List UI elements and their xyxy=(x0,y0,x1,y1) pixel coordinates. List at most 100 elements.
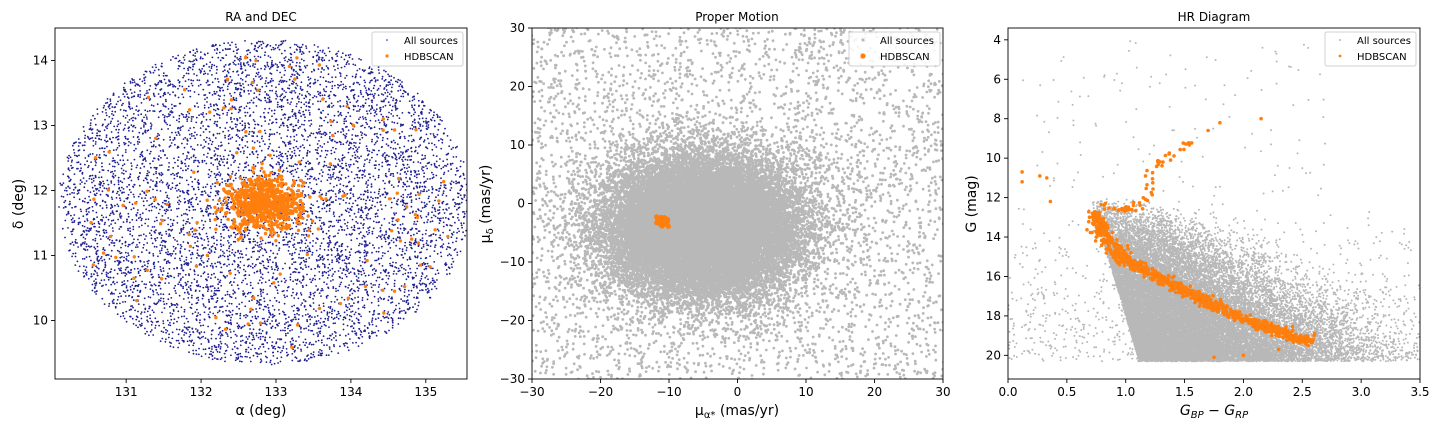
all-sources-point xyxy=(328,316,330,318)
all-sources-point xyxy=(87,167,89,169)
all-sources-point xyxy=(340,255,342,257)
all-sources-point xyxy=(205,306,207,308)
all-sources-point xyxy=(216,91,218,93)
all-sources-point xyxy=(453,182,455,184)
all-sources-point xyxy=(455,174,457,176)
all-sources-point xyxy=(212,267,214,269)
all-sources-point xyxy=(113,93,115,95)
all-sources-point xyxy=(400,317,402,319)
all-sources-point xyxy=(300,163,302,165)
all-sources-point xyxy=(310,292,312,294)
all-sources-point xyxy=(214,173,216,175)
all-sources-point xyxy=(215,195,217,197)
all-sources-point xyxy=(257,295,259,297)
all-sources-point xyxy=(68,167,70,169)
all-sources-point xyxy=(169,268,171,270)
all-sources-point xyxy=(282,42,284,44)
all-sources-point xyxy=(318,140,320,142)
all-sources-point xyxy=(192,54,194,56)
all-sources-point xyxy=(251,299,253,301)
all-sources-point xyxy=(293,126,295,128)
all-sources-point xyxy=(313,334,315,336)
all-sources-point xyxy=(269,323,271,325)
all-sources-point xyxy=(325,150,327,152)
all-sources-point xyxy=(289,103,291,105)
all-sources-point xyxy=(176,306,178,308)
all-sources-point xyxy=(291,54,293,56)
all-sources-point xyxy=(253,238,255,240)
all-sources-point xyxy=(219,306,221,308)
all-sources-point xyxy=(150,179,152,181)
all-sources-point xyxy=(170,83,172,85)
all-sources-point xyxy=(114,261,116,263)
all-sources-point xyxy=(318,109,320,111)
all-sources-point xyxy=(234,269,236,271)
all-sources-point xyxy=(299,126,301,128)
all-sources-point xyxy=(321,175,323,177)
all-sources-point xyxy=(344,59,346,61)
all-sources-point xyxy=(159,252,161,254)
all-sources-point xyxy=(110,180,112,182)
all-sources-point xyxy=(249,332,251,334)
all-sources-point xyxy=(183,261,185,263)
all-sources-point xyxy=(238,167,240,169)
all-sources-point xyxy=(222,255,224,257)
all-sources-point xyxy=(431,240,433,242)
all-sources-point xyxy=(350,164,352,166)
all-sources-point xyxy=(387,95,389,97)
all-sources-point xyxy=(337,253,339,255)
all-sources-point xyxy=(389,242,391,244)
all-sources-point xyxy=(326,283,328,285)
all-sources-point xyxy=(424,139,426,141)
all-sources-point xyxy=(357,319,359,321)
all-sources-point xyxy=(390,174,392,176)
all-sources-point xyxy=(132,226,134,228)
all-sources-point xyxy=(418,146,420,148)
all-sources-point xyxy=(236,100,238,102)
all-sources-point xyxy=(271,62,273,64)
all-sources-point xyxy=(380,109,382,111)
all-sources-point xyxy=(118,262,120,264)
all-sources-point xyxy=(131,305,133,307)
all-sources-point xyxy=(182,224,184,226)
all-sources-point xyxy=(113,149,115,151)
all-sources-point xyxy=(292,244,294,246)
all-sources-point xyxy=(96,193,98,195)
all-sources-point xyxy=(234,160,236,162)
all-sources-point xyxy=(448,170,450,172)
all-sources-point xyxy=(88,155,90,157)
all-sources-point xyxy=(247,90,249,92)
all-sources-point xyxy=(170,209,172,211)
all-sources-point xyxy=(369,311,371,313)
all-sources-point xyxy=(273,155,275,157)
all-sources-point xyxy=(118,145,120,147)
all-sources-point xyxy=(404,91,406,93)
all-sources-point xyxy=(127,213,129,215)
all-sources-point xyxy=(292,343,294,345)
all-sources-point xyxy=(398,303,400,305)
all-sources-point xyxy=(360,93,362,95)
all-sources-point xyxy=(143,124,145,126)
all-sources-point xyxy=(227,158,229,160)
all-sources-point xyxy=(177,131,179,133)
all-sources-point xyxy=(214,357,216,359)
all-sources-point xyxy=(376,251,378,253)
all-sources-point xyxy=(154,246,156,248)
all-sources-point xyxy=(406,278,408,280)
all-sources-point xyxy=(272,305,274,307)
all-sources-point xyxy=(146,173,148,175)
all-sources-point xyxy=(302,89,304,91)
all-sources-point xyxy=(428,198,430,200)
all-sources-point xyxy=(179,281,181,283)
all-sources-point xyxy=(333,337,335,339)
all-sources-point xyxy=(286,135,288,137)
all-sources-point xyxy=(357,105,359,107)
all-sources-point xyxy=(414,221,416,223)
all-sources-point xyxy=(93,190,95,192)
all-sources-point xyxy=(146,249,148,251)
all-sources-point xyxy=(388,296,390,298)
all-sources-point xyxy=(151,329,153,331)
all-sources-point xyxy=(102,111,104,113)
all-sources-point xyxy=(286,125,288,127)
all-sources-point xyxy=(98,231,100,233)
